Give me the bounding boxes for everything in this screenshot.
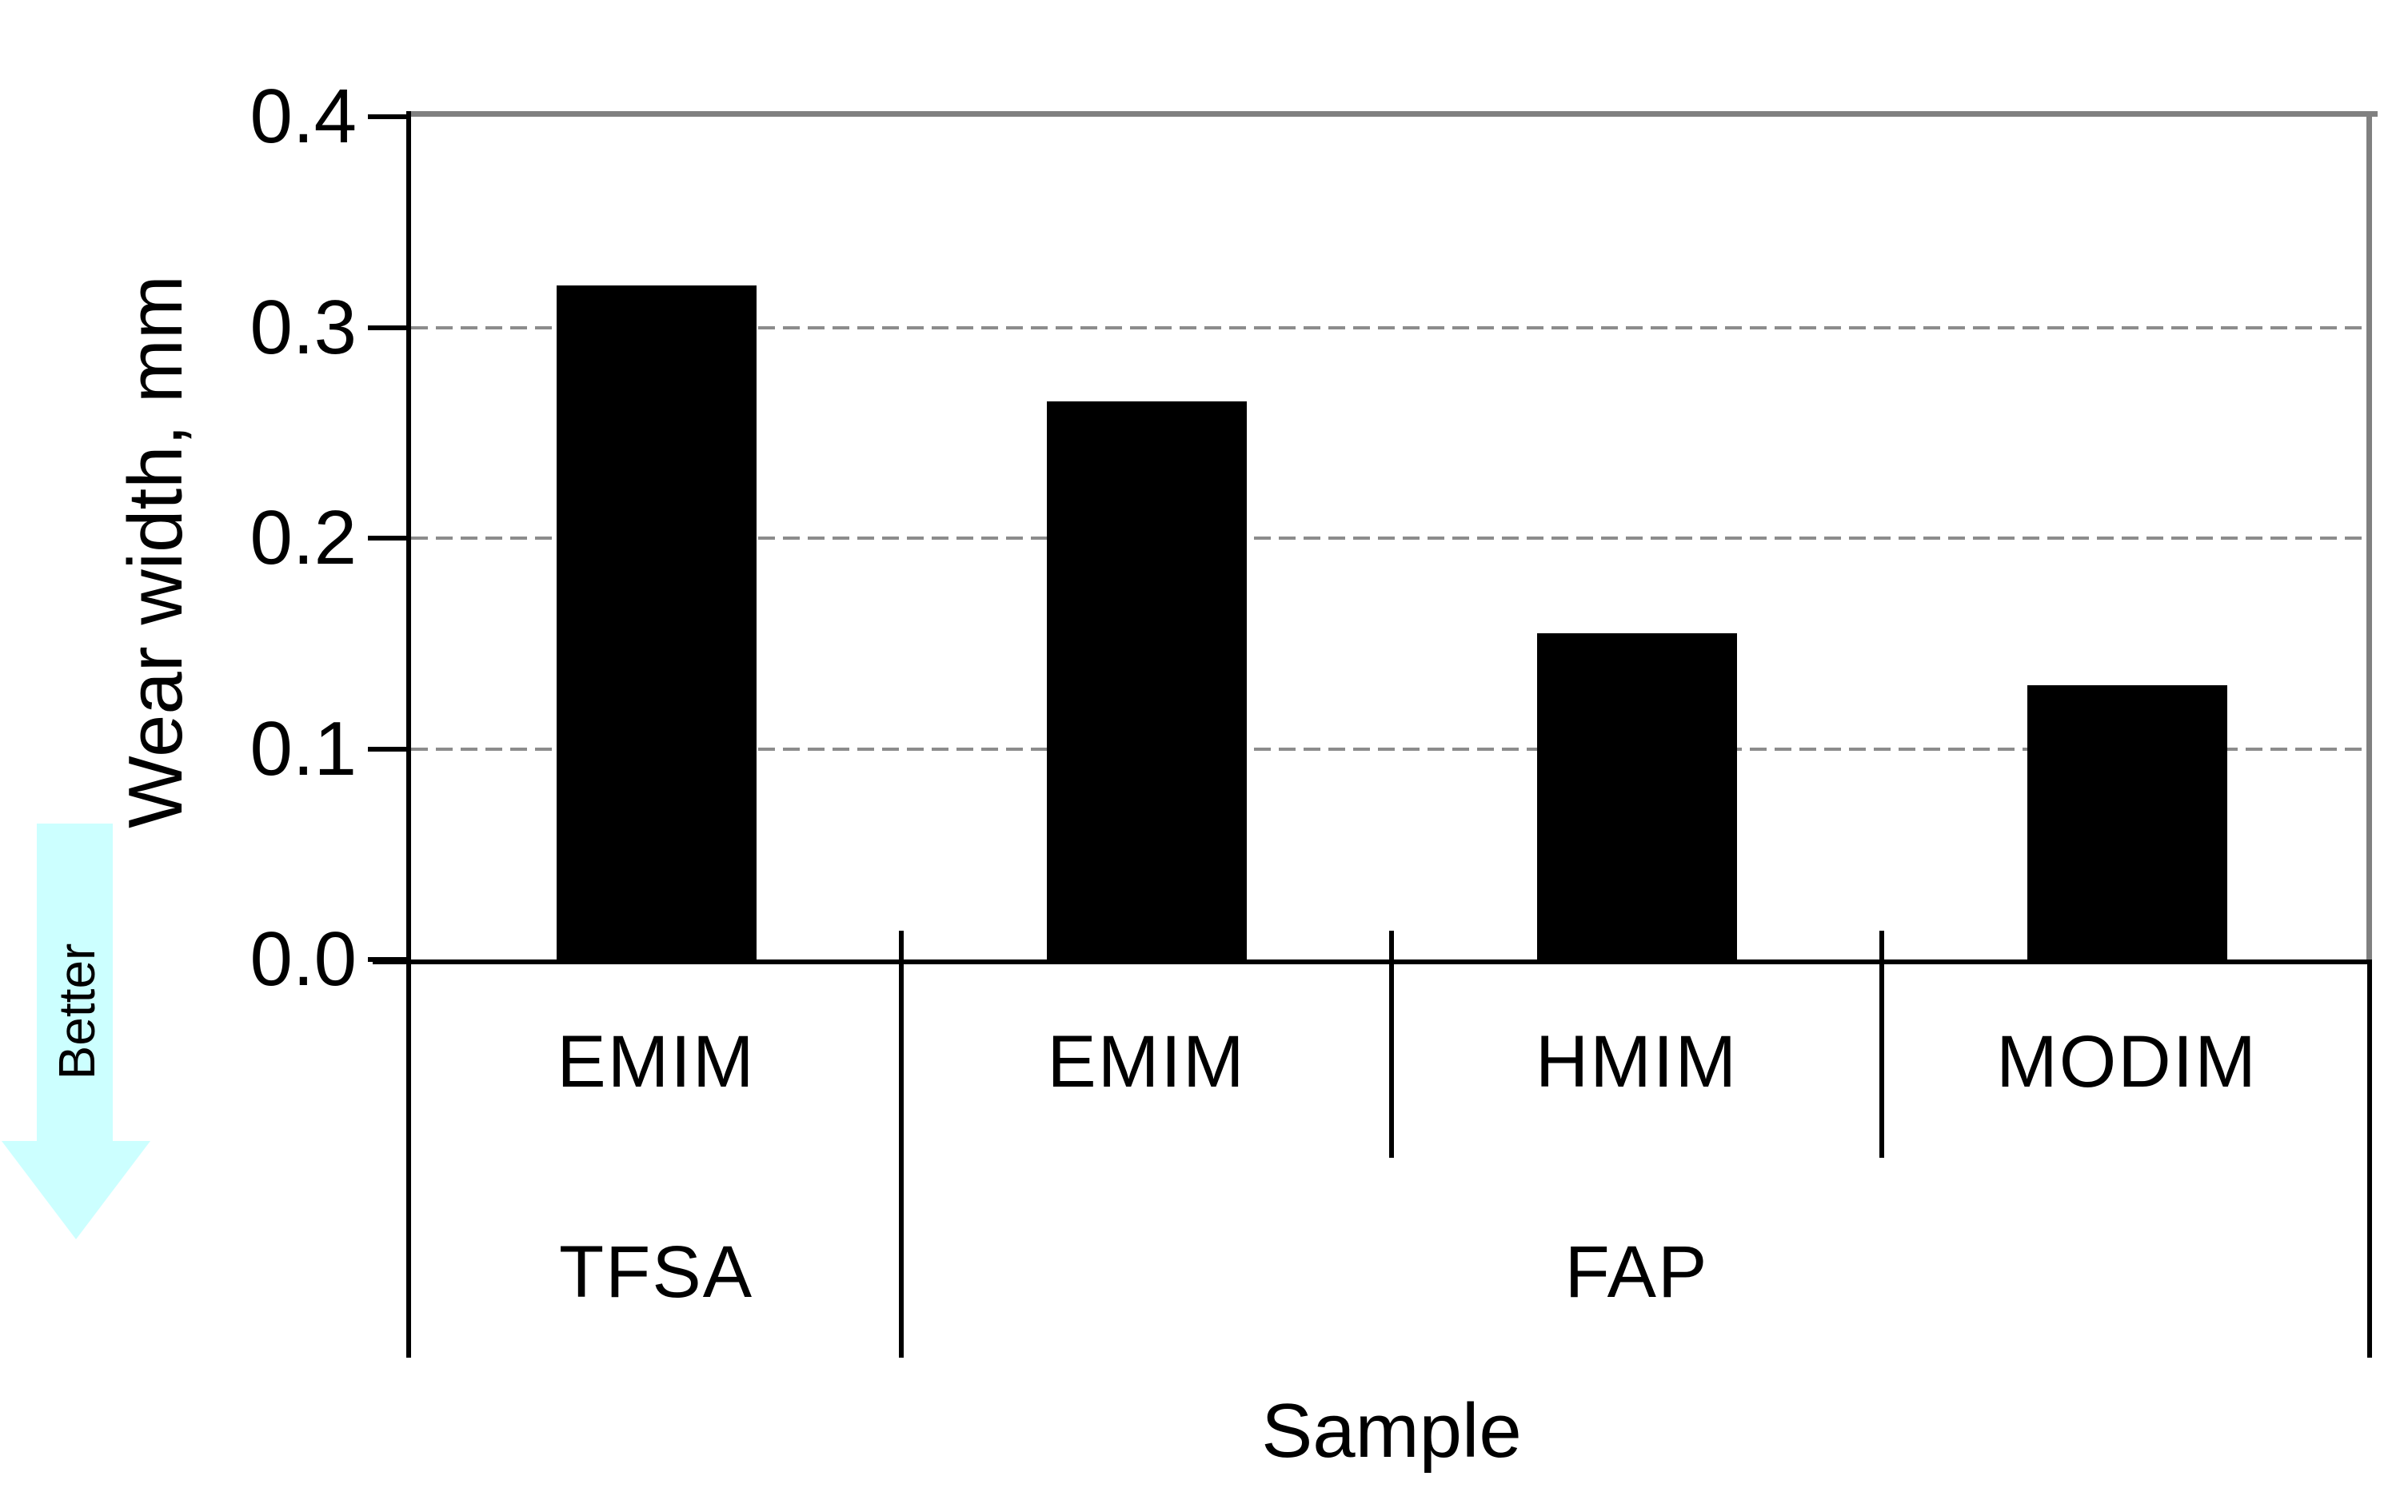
bar-hmim-2: [1536, 632, 1737, 959]
sample-divider-2: [1389, 931, 1394, 1158]
group-label-fap: FAP: [1564, 1231, 1709, 1313]
y-tick-label-0.0: 0.0: [250, 916, 357, 1002]
y-tick-0.1: [368, 746, 406, 752]
plot-border-top: [411, 111, 2378, 117]
y-tick-label-0.1: 0.1: [250, 705, 357, 792]
sample-label-hmim-2: HMIM: [1535, 1021, 1739, 1103]
gridline-0.2: [411, 537, 2372, 540]
better-arrow-icon: [2, 824, 150, 1239]
plot-border-right: [2366, 111, 2372, 959]
y-tick-label-0.4: 0.4: [250, 74, 357, 159]
sample-label-emim-1: EMIM: [1047, 1021, 1246, 1103]
group-label-tfsa: TFSA: [558, 1231, 754, 1313]
x-axis-line: [373, 959, 2372, 964]
sample-divider-3: [1879, 931, 1884, 1158]
bar-emim-0: [556, 285, 757, 959]
gridline-0.1: [411, 747, 2372, 751]
y-tick-0.3: [368, 325, 406, 330]
gridline-0.3: [411, 325, 2372, 329]
right-divider: [2367, 959, 2372, 1358]
bar-emim-1: [1046, 401, 1247, 959]
bar-modim-3: [2027, 685, 2227, 959]
sample-label-emim-0: EMIM: [557, 1021, 756, 1103]
y-tick-0.4: [368, 114, 406, 119]
y-tick-label-0.2: 0.2: [250, 495, 357, 580]
y-tick-0.0: [368, 957, 406, 962]
y-tick-0.2: [368, 536, 406, 541]
sample-label-modim-3: MODIM: [1996, 1021, 2258, 1103]
y-axis-line: [406, 111, 411, 1358]
y-tick-label-0.3: 0.3: [250, 284, 357, 370]
group-divider: [899, 931, 904, 1358]
x-axis-title: Sample: [1261, 1388, 1522, 1474]
